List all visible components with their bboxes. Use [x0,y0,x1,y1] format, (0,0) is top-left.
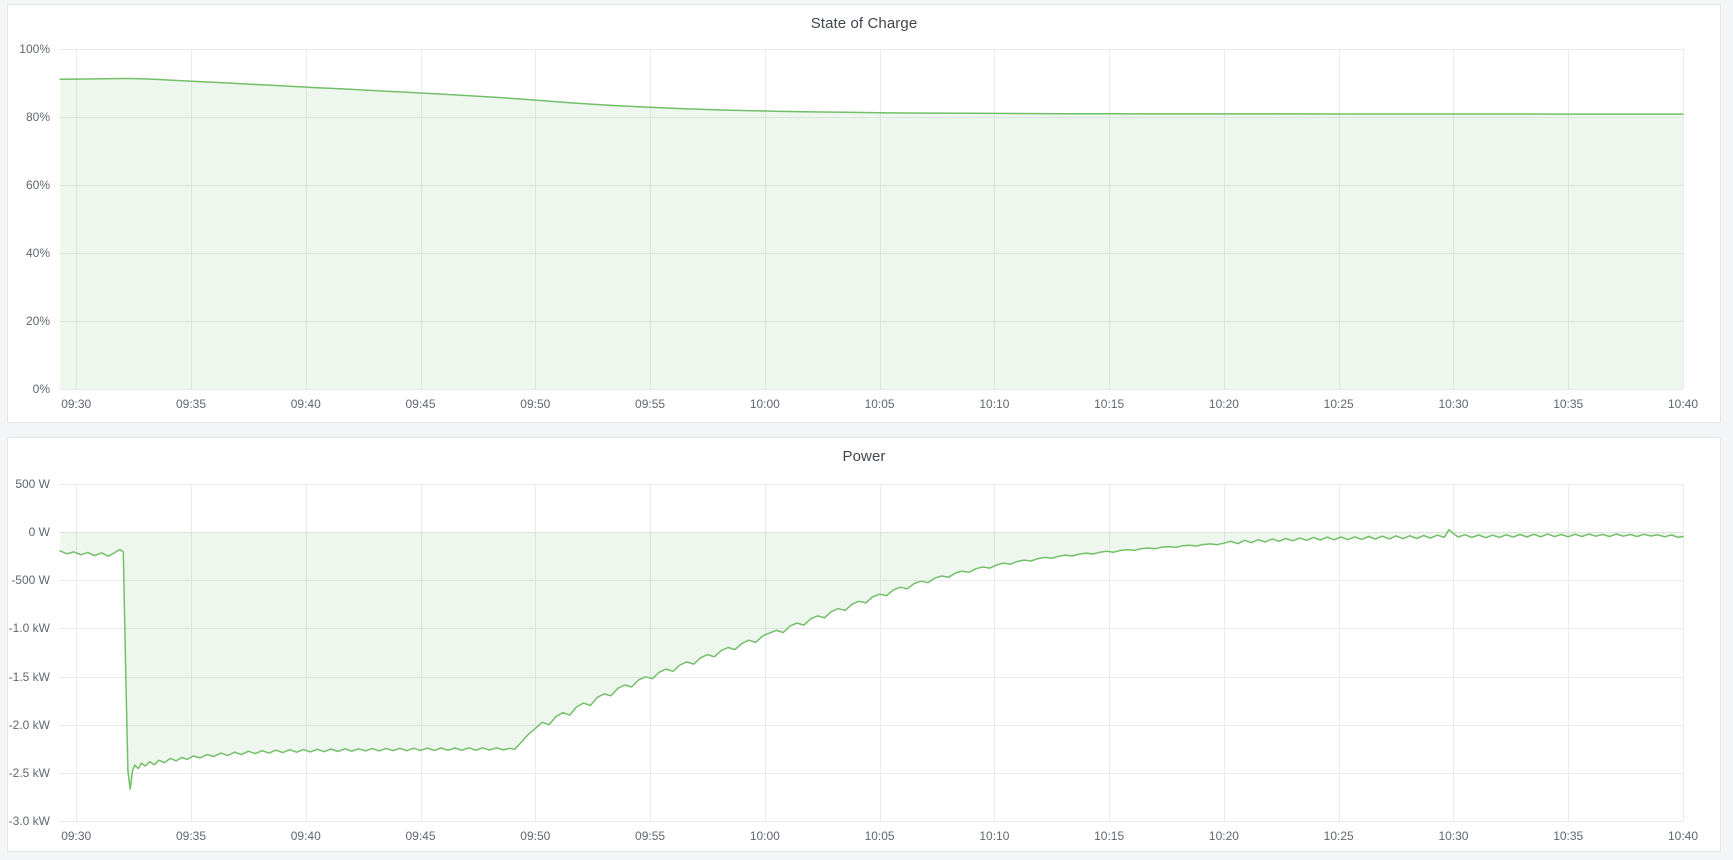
x-axis-tick-label: 09:30 [61,397,92,411]
x-axis-tick-label: 10:25 [1323,829,1354,843]
x-axis-tick-label: 10:40 [1667,397,1699,411]
x-axis-tick-label: 10:20 [1208,829,1239,843]
y-axis-tick-label: 0% [32,382,50,396]
grid-lines [59,49,1684,390]
x-axis-tick-label: 10:35 [1553,829,1584,843]
y-axis-tick-label: -500 W [11,573,50,588]
x-axis-tick-label: 10:35 [1553,397,1584,411]
x-axis-tick-label: 10:05 [864,397,895,411]
y-axis-tick-label: -1.0 kW [8,621,50,636]
power-plot[interactable] [59,484,1684,822]
x-axis-tick-label: 10:40 [1667,829,1699,843]
x-axis-tick-label: 10:15 [1094,397,1125,411]
x-axis-tick-label: 09:35 [175,829,206,843]
x-axis-tick-label: 09:45 [405,397,436,411]
x-axis-tick-label: 10:30 [1438,829,1469,843]
y-axis-tick-label: 60% [25,178,50,192]
y-axis-tick-label: 20% [25,314,50,328]
power-chart[interactable]: 500 W 0 W -500 W -1.0 kW -1.5 kW -2.0 kW -2.5 … [8,438,1720,851]
x-axis-tick-label: 09:40 [290,829,321,843]
x-axis-tick-label: 09:35 [175,397,206,411]
power-panel-title[interactable]: Power [842,447,886,465]
x-axis-tick-label: 10:25 [1323,397,1354,411]
y-axis-tick-label: 80% [25,110,50,124]
x-axis-tick-label: 10:05 [864,829,895,843]
series-area-fill [60,529,1684,790]
power-panel: 500 W 0 W -500 W -1.0 kW -1.5 kW -2.0 kW -2.5 … [7,437,1721,852]
series-area-fill [60,78,1684,389]
x-axis-tick-label: 10:00 [749,397,780,411]
y-axis-tick-label: -2.0 kW [8,717,50,732]
state-of-charge-plot[interactable] [59,49,1684,390]
series-line [59,528,1684,790]
panel-header: Power [8,438,1720,474]
y-axis-tick-label: -3.0 kW [8,814,50,828]
x-axis-tick-label: 09:55 [635,829,666,843]
x-axis-tick-label: 09:50 [520,829,551,843]
x-axis-tick-label: 09:30 [61,829,92,843]
x-axis-tick-label: 10:00 [749,829,780,843]
y-axis-tick-label: -2.5 kW [8,765,50,780]
grid-lines [59,484,1684,822]
x-axis-tick-label: 09:50 [520,397,551,411]
y-axis-tick-label: 40% [25,246,50,260]
x-axis-tick-label: 09:45 [405,829,436,843]
x-axis-tick-label: 10:15 [1094,829,1125,843]
x-axis-tick-label: 10:20 [1208,397,1239,411]
state-of-charge-chart[interactable]: 100% 80% 60% 40% 20% 0% 09:30 09:35 09:40 09:45 09… [8,5,1720,422]
y-axis-tick-label: 0 W [28,525,50,540]
x-axis-tick-label: 10:30 [1438,397,1469,411]
y-axis-tick-label: 500 W [15,477,50,491]
x-axis-tick-label: 09:40 [290,397,321,411]
panel-header: State of Charge [8,5,1720,41]
x-axis-tick-label: 09:55 [635,397,666,411]
x-axis-tick-label: 10:10 [979,397,1010,411]
state-of-charge-panel-title[interactable]: State of Charge [810,14,918,32]
y-axis-tick-label: -1.5 kW [8,669,50,684]
y-axis-tick-label: 100% [19,42,50,56]
state-of-charge-panel: 100% 80% 60% 40% 20% 0% 09:30 09:35 09:40 09:45 09… [7,4,1721,423]
series-line [59,77,1684,115]
x-axis-tick-label: 10:10 [979,829,1010,843]
